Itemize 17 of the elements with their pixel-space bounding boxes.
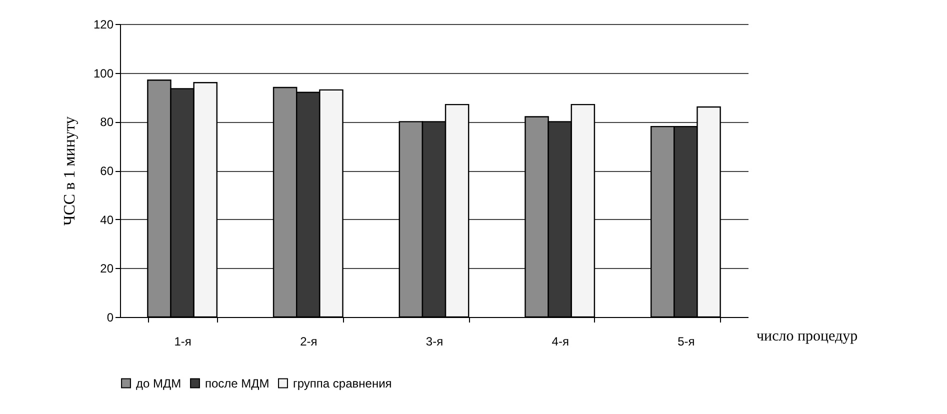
- x-tick-label: 3-я: [426, 334, 444, 348]
- x-tick-label: 4-я: [552, 334, 569, 348]
- legend-label: после МДМ: [205, 376, 270, 390]
- y-tick-label: 120: [93, 18, 114, 32]
- y-axis-title: ЧСС в 1 минуту: [61, 116, 78, 226]
- y-tick-label: 60: [100, 164, 114, 178]
- x-tick-label: 5-я: [678, 334, 695, 348]
- y-tick-label: 80: [100, 115, 114, 130]
- legend-label: до МДМ: [136, 376, 182, 390]
- y-tick-label: 20: [100, 262, 114, 276]
- x-tick-label: 2-я: [300, 334, 318, 348]
- legend-label: группа сравнения: [293, 376, 392, 390]
- y-tick-label: 0: [106, 310, 114, 324]
- y-tick-label: 100: [93, 66, 114, 80]
- y-tick-label: 40: [100, 212, 114, 227]
- x-axis-title: число процедур: [756, 328, 858, 344]
- x-tick-label: 1-я: [174, 334, 192, 348]
